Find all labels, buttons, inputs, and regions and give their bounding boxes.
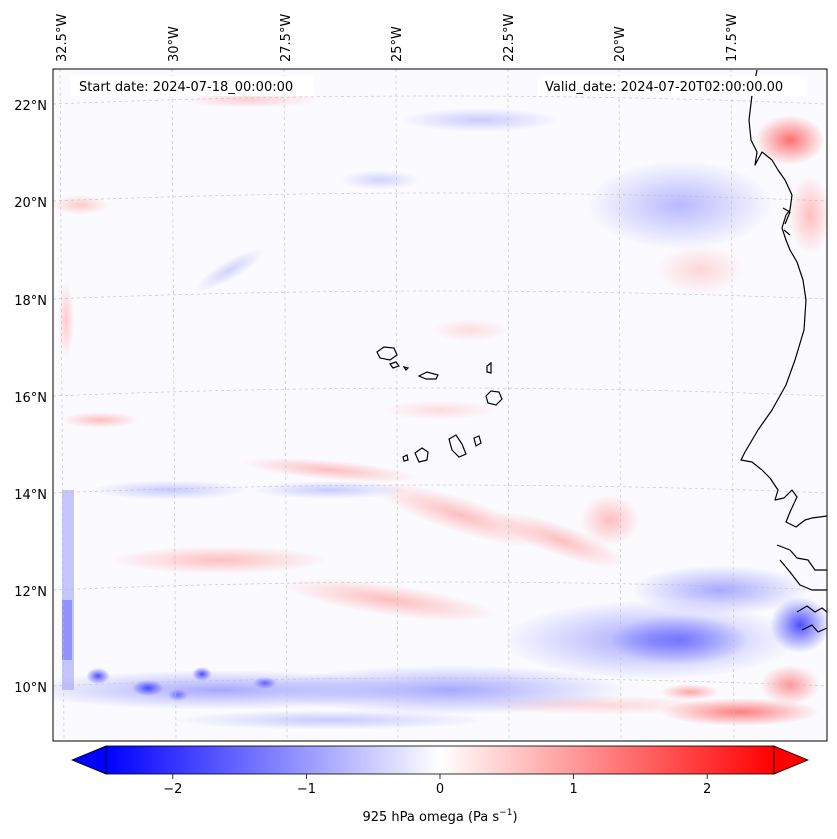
colorbar-ticks: −2 −1 0 1 2 <box>163 774 711 797</box>
lat-label: 16°N <box>14 391 47 406</box>
start-date-box: Start date: 2024-07-18_00:00:00 <box>71 76 314 96</box>
lon-label: 30°W <box>167 26 182 62</box>
island-sao-nicolau <box>417 371 439 380</box>
lat-label: 22°N <box>14 99 47 114</box>
island-santa-luzia <box>402 366 410 371</box>
colorbar-tick-label: −1 <box>297 782 316 797</box>
colorbar-tick-label: 0 <box>436 782 444 797</box>
island-sal <box>486 361 492 374</box>
island-boa-vista <box>485 390 503 406</box>
lat-label: 14°N <box>14 488 47 503</box>
lat-label: 18°N <box>14 294 47 309</box>
start-date-text: Start date: 2024-07-18_00:00:00 <box>79 80 293 95</box>
lat-label: 10°N <box>14 681 47 696</box>
lon-labels: 32.5°W 30°W 27.5°W 25°W 22.5°W 20°W 17.5… <box>55 14 740 62</box>
lon-label: 32.5°W <box>55 14 70 62</box>
lon-label: 22.5°W <box>502 14 517 62</box>
island-maio <box>473 435 482 447</box>
lat-label: 12°N <box>14 585 47 600</box>
island-brava <box>402 454 409 462</box>
colorbar-extend-low <box>70 745 107 775</box>
valid-date-box: Valid_date: 2024-07-20T02:00:00.00 <box>538 76 807 96</box>
omega-field <box>53 92 827 730</box>
lat-label: 20°N <box>14 196 47 211</box>
coastline <box>740 69 827 633</box>
island-santiago <box>448 434 467 458</box>
gridlines <box>53 69 827 741</box>
lon-label: 27.5°W <box>279 14 294 62</box>
lon-label: 17.5°W <box>725 14 740 62</box>
valid-date-text: Valid_date: 2024-07-20T02:00:00.00 <box>545 80 783 95</box>
island-sao-vicente <box>389 361 400 369</box>
island-fogo <box>414 447 429 463</box>
colorbar: −2 −1 0 1 2 925 hPa omega (Pa s−1) <box>70 745 810 825</box>
island-santo-antao <box>376 346 398 361</box>
colorbar-label: 925 hPa omega (Pa s−1) <box>362 808 517 825</box>
cape-verde-islands <box>376 346 503 463</box>
map-panel <box>53 69 827 741</box>
colorbar-gradient <box>105 745 775 775</box>
colorbar-tick-label: 2 <box>703 782 711 797</box>
lon-label: 20°W <box>613 26 628 62</box>
map-border <box>52 68 828 742</box>
lon-label: 25°W <box>390 26 405 62</box>
lat-labels: 22°N 20°N 18°N 16°N 14°N 12°N 10°N <box>14 99 47 696</box>
colorbar-tick-label: 1 <box>569 782 577 797</box>
colorbar-tick-label: −2 <box>163 782 182 797</box>
colorbar-extend-high <box>773 745 810 775</box>
